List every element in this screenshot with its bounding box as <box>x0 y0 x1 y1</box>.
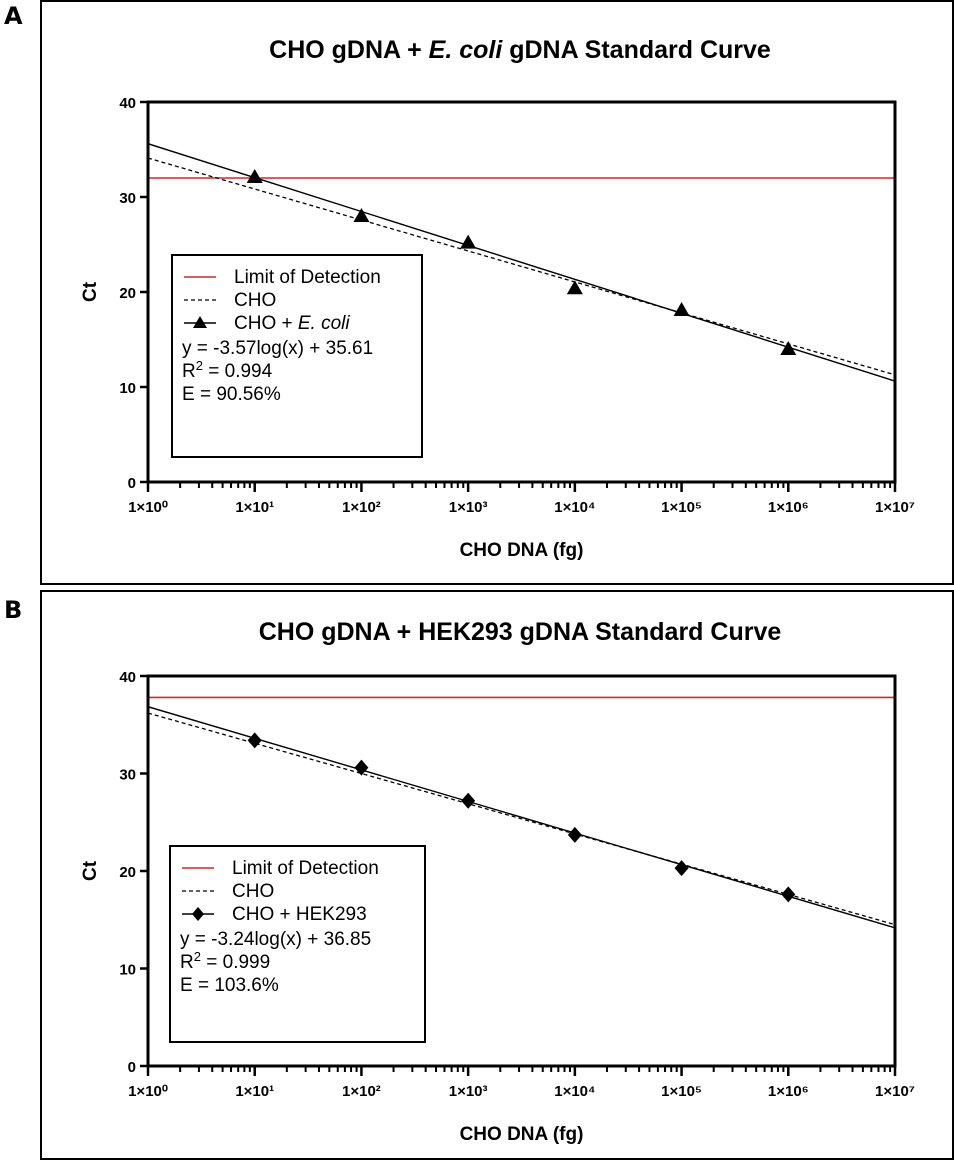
x-tick-label: 1×10⁵ <box>661 1083 702 1100</box>
x-tick-label: 1×10⁴ <box>554 499 595 516</box>
legend-efficiency: E = 103.6% <box>180 975 279 996</box>
x-tick-label: 1×10² <box>342 1083 381 1100</box>
y-tick-label: 20 <box>119 285 136 302</box>
legend-box <box>171 254 423 458</box>
fit-lines <box>148 706 895 929</box>
y-tick-label: 40 <box>119 669 136 686</box>
data-point-triangle <box>673 302 690 317</box>
legend-r-squared: R2 = 0.999 <box>180 949 270 974</box>
chart-title: CHO gDNA + E. coli gDNA Standard Curve <box>269 36 771 64</box>
legend-series-label: CHO + E. coli <box>234 313 350 334</box>
legend-r-squared: R2 = 0.994 <box>182 358 273 383</box>
panel-label-a: A <box>4 2 23 30</box>
x-tick-label: 1×10¹ <box>235 499 274 516</box>
legend-series-label: CHO + HEK293 <box>232 904 367 925</box>
legend-r-prefix: R <box>182 361 196 382</box>
legend-box <box>169 845 426 1043</box>
y-tick-label: 30 <box>119 767 136 784</box>
legend-series-text: CHO + <box>234 313 298 334</box>
legend-diamond-marker <box>192 907 204 921</box>
x-tick-label: 1×10⁷ <box>875 1083 915 1100</box>
series-solid-fit-line <box>148 706 895 929</box>
x-axis-label: CHO DNA (fg) <box>460 1124 584 1145</box>
data-point-diamond <box>674 860 689 877</box>
cho-dashed-fit-line <box>148 157 895 376</box>
y-tick-label: 10 <box>119 380 136 397</box>
x-tick-label: 1×10⁶ <box>768 1083 809 1100</box>
legend-lod-label: Limit of Detection <box>234 267 381 288</box>
data-point-diamond <box>461 792 476 809</box>
x-tick-label: 1×10⁷ <box>875 499 915 516</box>
legend-series-italic: E. coli <box>298 313 351 334</box>
y-axis-label: Ct <box>80 281 101 302</box>
legend-r-prefix: R <box>180 952 194 973</box>
data-point-triangle <box>353 208 370 222</box>
legend-r-superscript: 2 <box>194 949 201 964</box>
chart-title: CHO gDNA + HEK293 gDNA Standard Curve <box>259 618 782 646</box>
x-tick-label: 1×10³ <box>449 1083 488 1100</box>
standard-curve-chart-a: CHO gDNA + E. coli gDNA Standard Curve 0 1… <box>80 36 915 561</box>
x-tick-label: 1×10⁶ <box>768 499 809 516</box>
standard-curve-chart-b: CHO gDNA + HEK293 gDNA Standard Curve 0 10… <box>80 618 915 1145</box>
y-tick-label: 30 <box>119 190 136 207</box>
data-point-diamond <box>781 886 796 903</box>
y-tick-label: 10 <box>119 962 136 979</box>
x-tick-label: 1×10⁴ <box>554 1083 595 1100</box>
legend-triangle-marker <box>193 316 207 328</box>
cho-dashed-fit-line <box>148 712 895 926</box>
data-point-diamond <box>247 732 262 749</box>
x-tick-label: 1×10⁰ <box>128 1083 168 1100</box>
legend-r-value: = 0.999 <box>201 952 270 973</box>
x-tick-label: 1×10² <box>342 499 381 516</box>
legend-r-value: = 0.994 <box>203 361 273 382</box>
legend-series-text: CHO + HEK293 <box>232 904 367 925</box>
legend-lod-label: Limit of Detection <box>232 858 379 879</box>
x-tick-label: 1×10¹ <box>235 1083 274 1100</box>
fit-lines <box>148 143 895 382</box>
chart-title-italic: E. coli <box>429 36 504 64</box>
x-tick-label: 1×10³ <box>449 499 488 516</box>
data-point-triangle <box>780 341 797 355</box>
y-tick-label: 0 <box>128 475 136 492</box>
legend-r-superscript: 2 <box>196 358 203 373</box>
x-tick-label: 1×10⁵ <box>661 499 702 516</box>
data-point-diamond <box>567 826 582 843</box>
legend-equation: y = -3.24log(x) + 36.85 <box>180 929 371 950</box>
series-solid-fit-line <box>148 143 895 382</box>
legend-cho-label: CHO <box>232 881 274 902</box>
data-point-diamond <box>354 759 369 776</box>
chart-title-part: CHO gDNA + <box>269 36 429 64</box>
y-tick-label: 40 <box>119 95 136 112</box>
chart-title-part: CHO gDNA + HEK293 gDNA Standard Curve <box>259 618 782 646</box>
chart-title-part: gDNA Standard Curve <box>502 36 771 64</box>
data-point-triangle <box>566 280 583 295</box>
legend-efficiency: E = 90.56% <box>182 384 281 405</box>
data-point-triangle <box>460 234 477 249</box>
x-axis-label: CHO DNA (fg) <box>460 540 584 561</box>
panel-label-b: B <box>4 596 23 624</box>
y-axis-label: Ct <box>80 860 101 881</box>
y-tick-label: 20 <box>119 864 136 881</box>
legend-equation: y = -3.57log(x) + 35.61 <box>182 338 373 359</box>
y-tick-label: 0 <box>128 1059 136 1076</box>
data-point-triangle <box>246 169 263 184</box>
x-tick-label: 1×10⁰ <box>128 499 168 516</box>
legend-cho-label: CHO <box>234 290 276 311</box>
